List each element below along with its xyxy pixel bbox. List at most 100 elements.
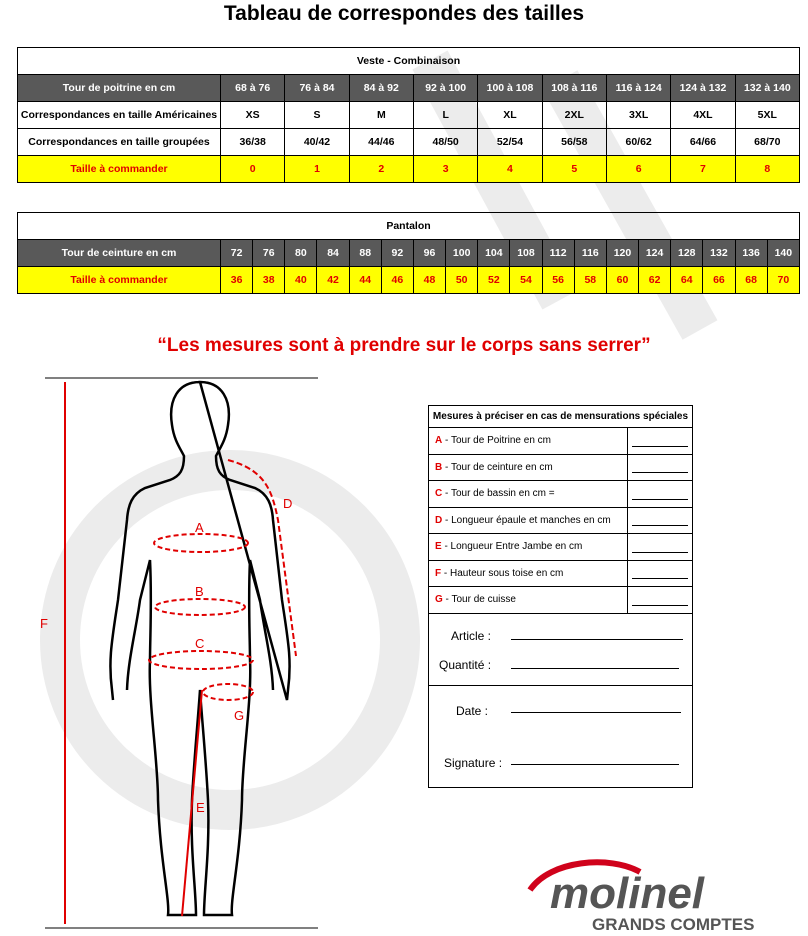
logo-sub: GRANDS COMPTES: [592, 915, 754, 934]
table-cell: 44: [348, 266, 382, 294]
table-cell: 54: [509, 266, 543, 294]
table-cell: 48: [412, 266, 447, 294]
table-cell: 100: [445, 239, 479, 267]
page-title: Tableau de correspondes des tailles: [223, 2, 585, 25]
table-cell: 68: [734, 266, 768, 294]
table-cell: XS: [219, 101, 286, 129]
pantalon-caption: Pantalon: [17, 212, 800, 240]
label-a: A: [195, 520, 204, 535]
table-cell: 2XL: [541, 101, 607, 129]
article-section: Article : Quantité :: [429, 614, 692, 686]
table-cell: 60/62: [605, 128, 672, 156]
table-cell: 104: [477, 239, 511, 267]
table-cell: 0: [219, 155, 286, 183]
table-cell: 76: [252, 239, 286, 267]
table-cell: 128: [670, 239, 704, 267]
measure-c-ring: [148, 650, 254, 670]
table-cell: 60: [605, 266, 640, 294]
form-row: E - Longueur Entre Jambe en cm: [429, 534, 692, 561]
table-cell: 84: [316, 239, 350, 267]
article-field[interactable]: [511, 638, 683, 640]
table-cell: L: [412, 101, 479, 129]
table-cell: 76 à 84: [284, 74, 350, 102]
table-cell: 124: [638, 239, 672, 267]
form-row-label: G - Tour de cuisse: [429, 587, 628, 613]
table-cell: 112: [541, 239, 575, 267]
table-cell: 124 à 132: [670, 74, 736, 102]
veste-row: Correspondances en taille Américaines XS S…: [17, 101, 801, 129]
table-cell: 36/38: [219, 128, 286, 156]
table-cell: 56/58: [541, 128, 607, 156]
molinel-logo: molinel GRANDS COMPTES: [527, 859, 754, 934]
measure-value-field[interactable]: [628, 455, 692, 481]
table-cell: 5XL: [734, 101, 801, 129]
quantite-label: Quantité :: [439, 657, 492, 672]
measure-value-field[interactable]: [628, 587, 692, 613]
table-cell: 136: [734, 239, 768, 267]
table-cell: 88: [348, 239, 382, 267]
form-row: A - Tour de Poitrine en cm: [429, 428, 692, 455]
measure-letter: E: [435, 541, 442, 552]
table-cell: 8: [734, 155, 801, 183]
measure-value-field[interactable]: [628, 428, 692, 454]
measure-letter: D: [435, 514, 443, 526]
pantalon-row: Tour de ceinture en cm 72 76 80 84 88 92 96 100 1…: [17, 239, 801, 267]
label-c: C: [195, 636, 204, 651]
body-measurement-figure: A B C D E F G: [40, 377, 318, 929]
row-label: Taille à commander: [17, 155, 221, 183]
form-row-label: E - Longueur Entre Jambe en cm: [429, 534, 628, 560]
label-g: G: [234, 708, 244, 723]
table-cell: 6: [605, 155, 672, 183]
measure-g-ring: [202, 683, 254, 701]
veste-row: Taille à commander 0 1 2 3 4 5 6 7 8: [17, 155, 801, 183]
table-cell: 84 à 92: [348, 74, 414, 102]
measure-value-field[interactable]: [628, 508, 692, 534]
measure-text: - Tour de cuisse: [442, 594, 516, 605]
table-cell: 100 à 108: [477, 74, 543, 102]
measure-letter: B: [435, 461, 443, 473]
table-cell: 36: [219, 266, 254, 294]
table-cell: 48/50: [412, 128, 479, 156]
row-label: Correspondances en taille groupées: [17, 128, 221, 156]
table-cell: 132: [702, 239, 736, 267]
table-cell: 108 à 116: [541, 74, 607, 102]
label-d: D: [283, 496, 292, 511]
table-cell: 42: [316, 266, 350, 294]
table-cell: XL: [477, 101, 543, 129]
measure-value-field[interactable]: [628, 481, 692, 507]
table-cell: 132 à 140: [734, 74, 801, 102]
table-cell: 64/66: [670, 128, 736, 156]
table-cell: 66: [702, 266, 736, 294]
measure-value-field[interactable]: [628, 561, 692, 587]
form-row: D - Longueur épaule et manches en cm: [429, 507, 692, 534]
pantalon-size-table: Pantalon Tour de ceinture en cm 72 76 80 84 8…: [17, 212, 801, 294]
row-label: Taille à commander: [17, 266, 221, 294]
measure-letter: C: [435, 488, 443, 499]
measure-text: - Hauteur sous toise en cm: [441, 567, 564, 579]
measure-letter: F: [435, 567, 442, 579]
measure-value-field[interactable]: [628, 534, 692, 560]
table-cell: 50: [445, 266, 479, 294]
signature-label: Signature :: [444, 755, 503, 770]
form-row: G - Tour de cuisse: [429, 587, 692, 614]
table-cell: 7: [670, 155, 736, 183]
row-label: Tour de poitrine en cm: [17, 74, 221, 102]
quantite-field[interactable]: [511, 667, 679, 669]
date-label: Date :: [456, 703, 489, 718]
form-row-label: C - Tour de bassin en cm =: [429, 481, 628, 507]
date-field[interactable]: [511, 711, 681, 713]
table-cell: 108: [509, 239, 543, 267]
form-header: Mesures à préciser en cas de mensuration…: [429, 406, 692, 428]
signature-section: Date : Signature :: [429, 686, 692, 786]
measure-text: - Tour de ceinture en cm: [442, 461, 553, 473]
special-measurements-form: Mesures à préciser en cas de mensuration…: [428, 405, 693, 788]
table-cell: 44/46: [348, 128, 414, 156]
form-row: C - Tour de bassin en cm =: [429, 481, 692, 508]
signature-field[interactable]: [511, 763, 679, 765]
table-cell: 4XL: [670, 101, 736, 129]
table-cell: 116 à 124: [605, 74, 672, 102]
form-row-label: A - Tour de Poitrine en cm: [429, 428, 628, 454]
measure-d-line: [227, 459, 297, 657]
form-row-label: D - Longueur épaule et manches en cm: [429, 507, 628, 533]
row-label: Correspondances en taille Américaines: [17, 101, 221, 129]
